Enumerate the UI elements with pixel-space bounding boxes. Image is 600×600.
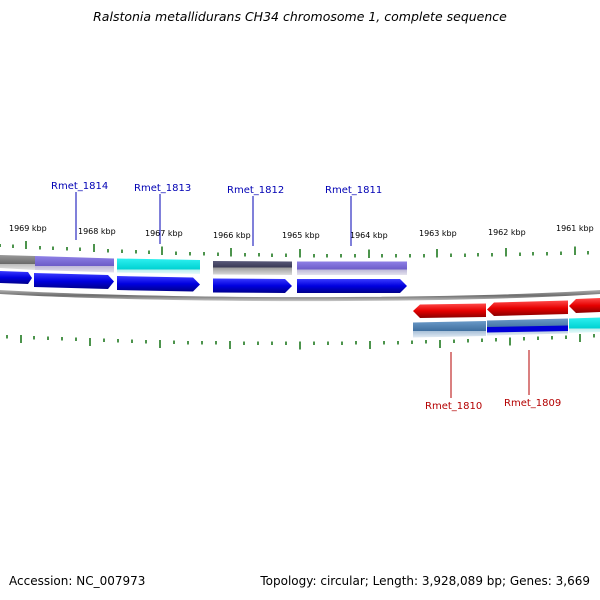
cog-inner-blue [487, 325, 568, 333]
cds-arrow-rmet-1813 [117, 276, 200, 292]
cog-segment-cyan-right [569, 317, 600, 333]
label-leaders [75, 192, 530, 398]
cog-segment-rmet-1810 [413, 321, 486, 338]
reverse-cog-track [413, 317, 600, 338]
cds-arrow-rmet-1811 [297, 279, 407, 293]
tick-label: 1962 kbp [488, 228, 526, 237]
tick-label: 1966 kbp [213, 231, 251, 240]
cog-segment-rmet-1811 [297, 261, 407, 275]
cog-segment-rmet-1812 [213, 261, 292, 275]
sequence-summary: Topology: circular; Length: 3,928,089 bp… [260, 574, 590, 588]
cog-segment-rmet-1813 [117, 258, 200, 274]
chromosome-backbone [0, 290, 600, 302]
tick-label: 1969 kbp [9, 224, 47, 233]
forward-cds-track [0, 271, 407, 293]
cds-arrow-rmet-1812 [213, 278, 292, 293]
top-tick-marks [0, 241, 589, 258]
tick-labels: 1969 kbp 1968 kbp 1967 kbp 1966 kbp 1965… [9, 224, 594, 240]
tick-label: 1964 kbp [350, 231, 388, 240]
cog-segment-rmet-1814 [35, 256, 114, 273]
tick-label: 1968 kbp [78, 227, 116, 236]
tick-label: 1961 kbp [556, 224, 594, 233]
accession-label: Accession: NC_007973 [9, 574, 146, 588]
cds-arrow-rmet-1814 [34, 273, 114, 289]
bottom-tick-marks [6, 334, 595, 350]
cds-arrow-rmet-1810 [413, 303, 486, 318]
tick-label: 1963 kbp [419, 229, 457, 238]
tick-label: 1967 kbp [145, 229, 183, 238]
gene-label-rmet-1814: Rmet_1814 [51, 181, 108, 192]
tick-label: 1965 kbp [282, 231, 320, 240]
forward-cog-track [0, 255, 407, 275]
cds-arrow-forward [0, 271, 32, 284]
cds-arrow-rmet-1809 [487, 300, 568, 316]
gene-label-rmet-1812: Rmet_1812 [227, 185, 284, 196]
gene-label-rmet-1810: Rmet_1810 [425, 401, 482, 412]
map-title: Ralstonia metallidurans CH34 chromosome … [93, 9, 507, 24]
gene-label-rmet-1809: Rmet_1809 [504, 398, 561, 409]
gene-label-rmet-1811: Rmet_1811 [325, 185, 382, 196]
gene-label-rmet-1813: Rmet_1813 [134, 183, 191, 194]
gene-labels: Rmet_1814 Rmet_1813 Rmet_1812 Rmet_1811 … [51, 181, 561, 412]
reverse-cds-track [413, 298, 600, 318]
cds-arrow-reverse [569, 298, 600, 313]
cog-segment-gray-left [0, 255, 35, 270]
